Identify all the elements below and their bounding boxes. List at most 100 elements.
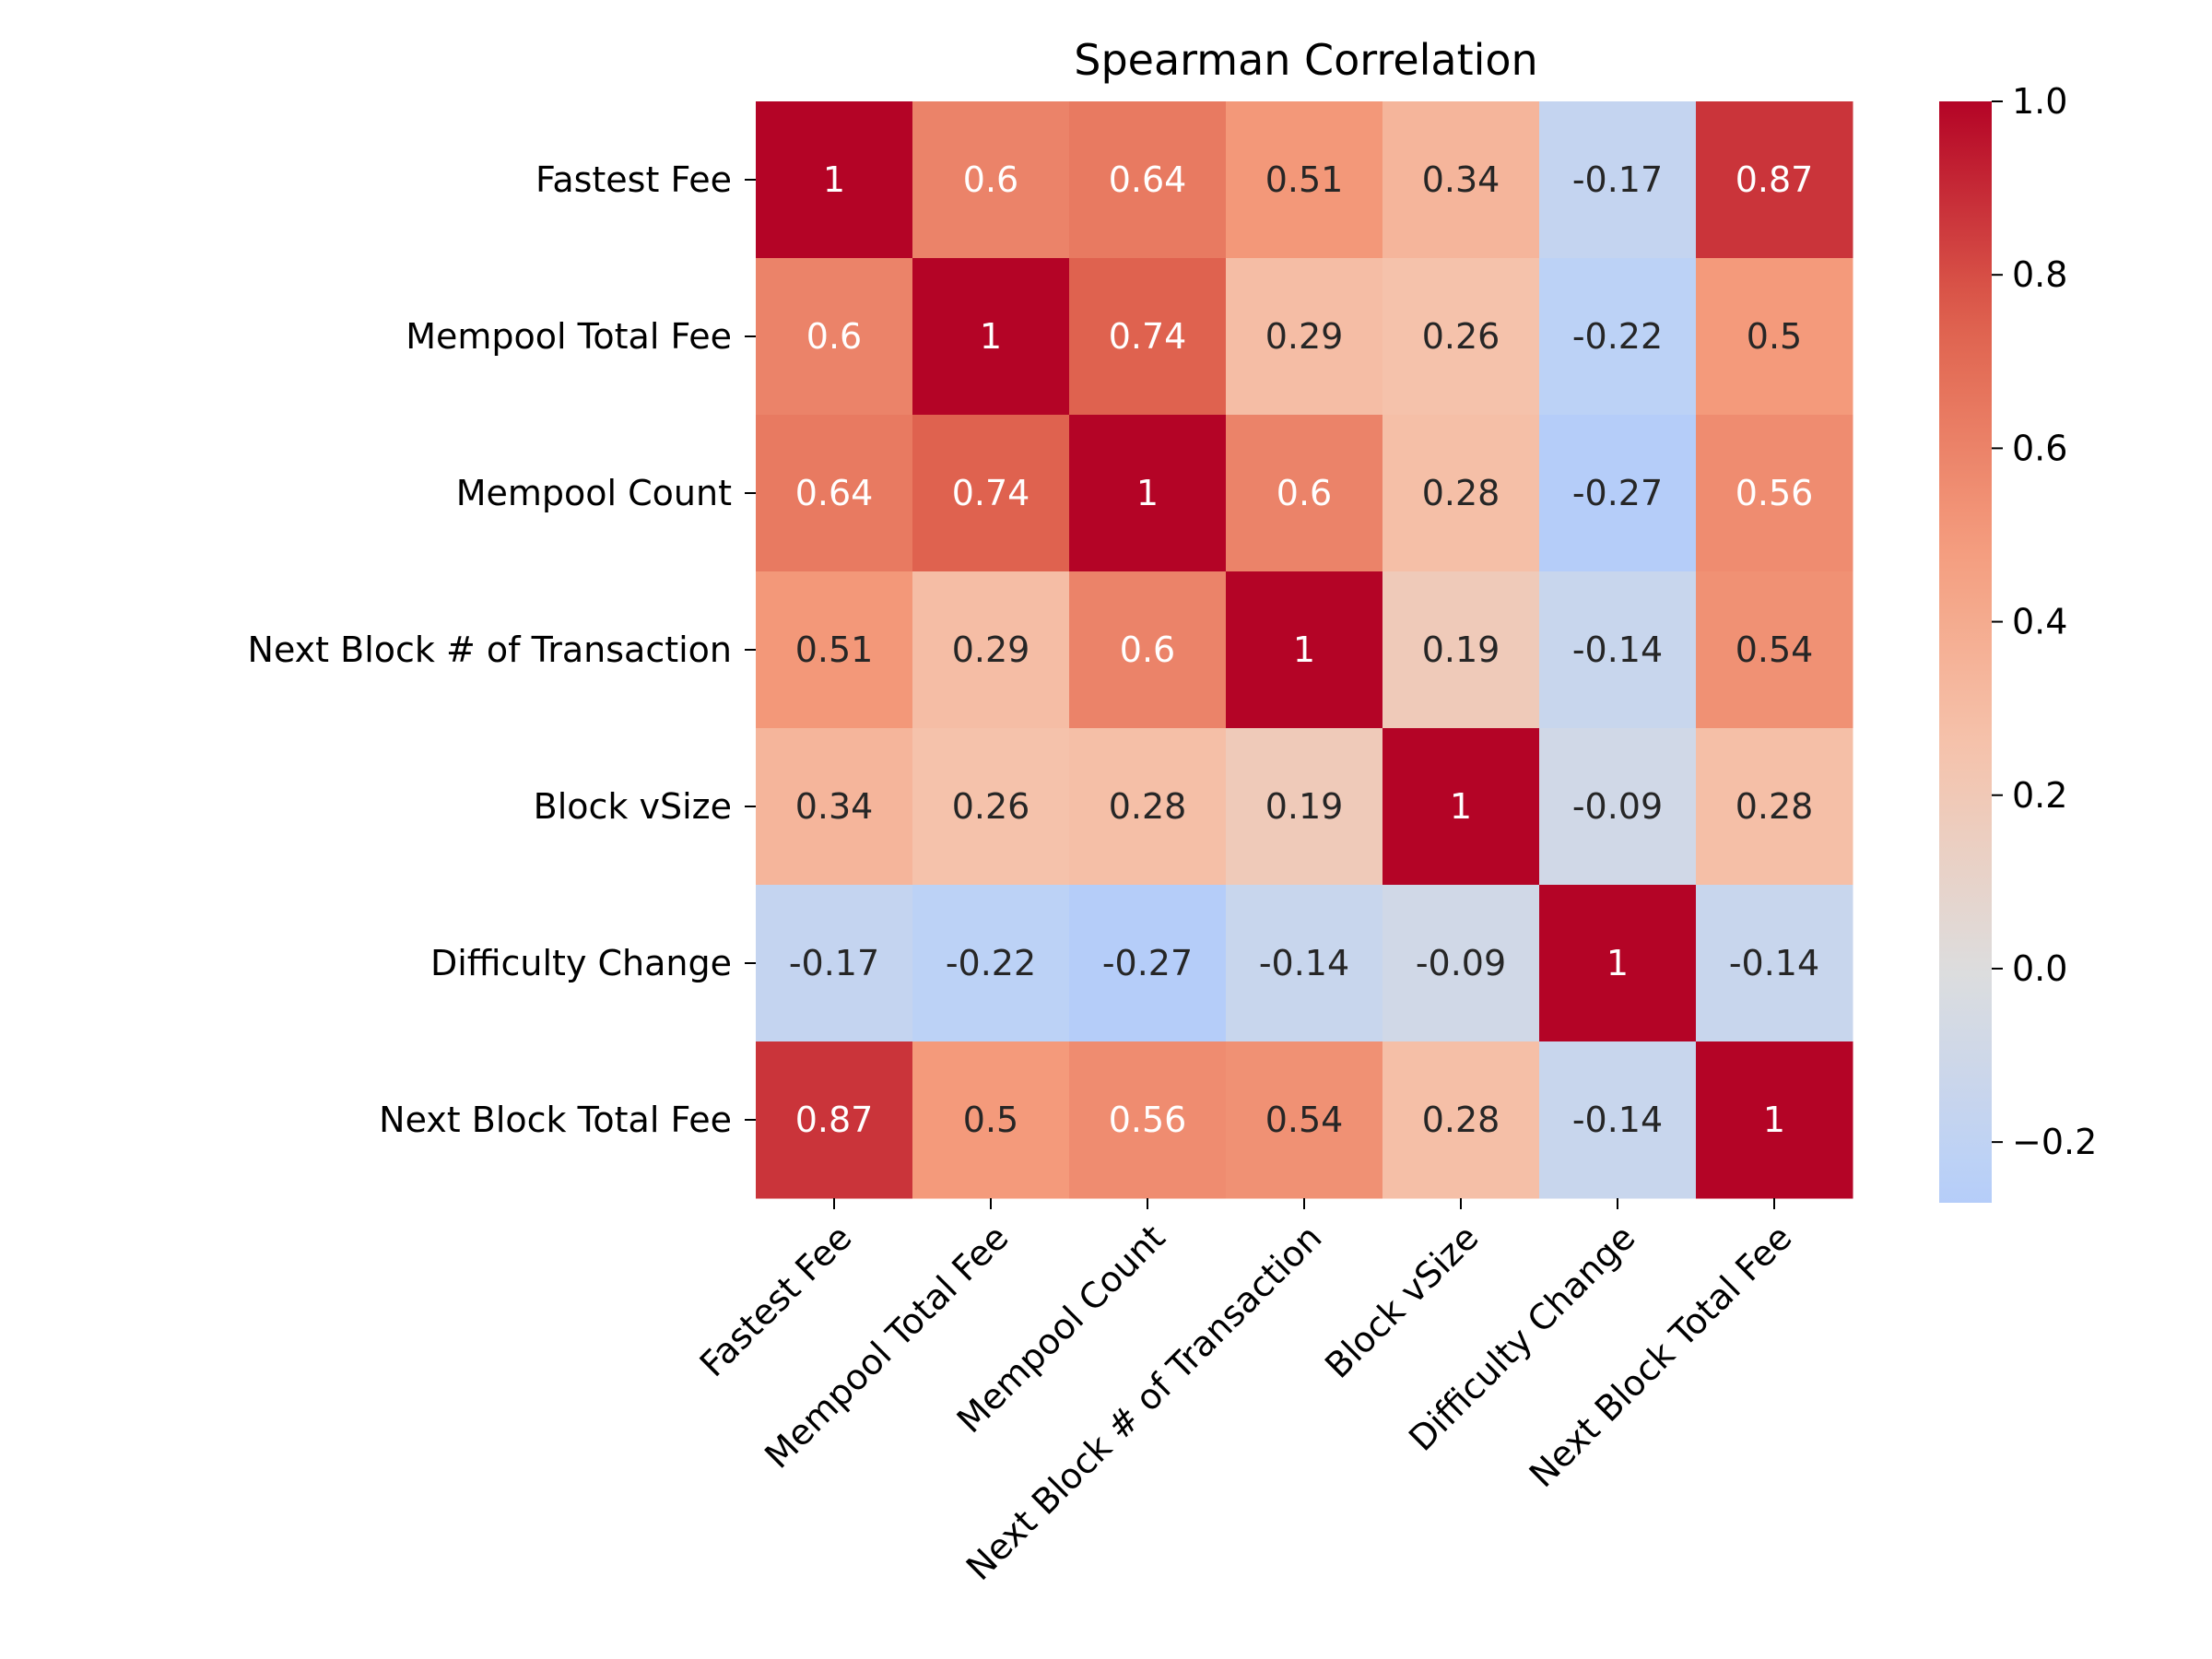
heatmap-cell (1382, 571, 1540, 729)
heatmap-cell (912, 101, 1070, 259)
cell-value-label: 1 (1450, 786, 1472, 827)
heatmap-cell (912, 1041, 1070, 1199)
heatmap-cell (1539, 728, 1697, 886)
heatmap-cell (912, 415, 1070, 572)
cell-value-label: -0.14 (1259, 943, 1349, 983)
heatmap-cell (1382, 885, 1540, 1042)
cell-value-label: -0.27 (1572, 473, 1663, 513)
heatmap-cell (1539, 885, 1697, 1042)
heatmap-cell (1696, 728, 1853, 886)
heatmap-cell (1069, 571, 1227, 729)
cell-value-label: 0.87 (795, 1100, 874, 1140)
heatmap-cell (756, 101, 913, 259)
heatmap-cell (1539, 415, 1697, 572)
cell-value-label: 0.64 (795, 473, 874, 513)
colorbar-tick-label: 1.0 (2012, 81, 2067, 122)
cell-value-label: 1 (980, 316, 1002, 357)
cell-value-label: 0.74 (952, 473, 1030, 513)
heatmap-cell (912, 571, 1070, 729)
heatmap-cell (1226, 1041, 1383, 1199)
cell-value-label: -0.22 (1572, 316, 1663, 357)
y-tick-label: Fastest Fee (535, 159, 732, 200)
heatmap-cell (1539, 101, 1697, 259)
cell-value-label: 0.54 (1735, 629, 1814, 670)
colorbar-tick-label: −0.2 (2012, 1122, 2097, 1162)
heatmap-cell (1069, 101, 1227, 259)
heatmap-cell (1539, 258, 1697, 416)
heatmap-cell (756, 885, 913, 1042)
heatmap-cell (1226, 885, 1383, 1042)
heatmap-cell (756, 571, 913, 729)
x-tick-label: Fastest Fee (692, 1217, 860, 1384)
heatmap-cell (1069, 1041, 1227, 1199)
colorbar-tick-label: 0.6 (2012, 428, 2067, 468)
cell-value-label: 0.6 (963, 159, 1018, 200)
colorbar-tick-label: 0.0 (2012, 948, 2067, 989)
x-tick-label: Block vSize (1317, 1217, 1486, 1385)
heatmap-cell (912, 258, 1070, 416)
colorbar-tick-label: 0.4 (2012, 602, 2067, 642)
cell-value-label: 0.28 (1422, 1100, 1500, 1140)
row-labels: Fastest Fee Mempool Total Fee Mempool Coun… (248, 159, 756, 1140)
heatmap-cell (1696, 885, 1853, 1042)
cell-value-label: -0.22 (946, 943, 1036, 983)
cell-value-label: -0.17 (1572, 159, 1663, 200)
heatmap-cell (1382, 258, 1540, 416)
cell-value-label: 0.19 (1422, 629, 1500, 670)
heatmap-cell (1382, 415, 1540, 572)
cell-value-label: 0.6 (1277, 473, 1332, 513)
cell-value-label: 0.29 (952, 629, 1030, 670)
cell-value-label: 0.51 (795, 629, 874, 670)
heatmap-cell (1226, 101, 1383, 259)
cell-value-label: 0.28 (1735, 786, 1814, 827)
heatmap-cell (756, 1041, 913, 1199)
heatmap-cell (1226, 415, 1383, 572)
cell-value-label: -0.14 (1572, 1100, 1663, 1140)
cell-value-label: 1 (1293, 629, 1315, 670)
heatmap-cell (1696, 258, 1853, 416)
heatmap-cells (756, 101, 1853, 1199)
heatmap-cell (1069, 415, 1227, 572)
heatmap-cell (1539, 571, 1697, 729)
colorbar-tick-label: 0.8 (2012, 254, 2067, 295)
cell-value-label: -0.14 (1729, 943, 1819, 983)
y-tick-label: Block vSize (534, 786, 732, 827)
cell-value-label: 0.87 (1735, 159, 1814, 200)
cell-value-label: -0.09 (1572, 786, 1663, 827)
cell-value-label: 1 (1763, 1100, 1785, 1140)
cell-value-label: 0.19 (1265, 786, 1344, 827)
heatmap-cell (1069, 728, 1227, 886)
colorbar-tick-label: 0.2 (2012, 775, 2067, 816)
heatmap-cell (1382, 101, 1540, 259)
cell-value-label: 1 (1136, 473, 1159, 513)
heatmap-cell (912, 885, 1070, 1042)
cell-value-label: 0.74 (1109, 316, 1187, 357)
cell-value-label: 0.28 (1109, 786, 1187, 827)
cell-value-label: 0.26 (952, 786, 1030, 827)
cell-annotations: 1 0.6 0.64 0.51 0.34 -0.17 0.870.6 1 0.74 0.29 0.2… (789, 159, 1819, 1140)
heatmap-cell (1226, 571, 1383, 729)
cell-value-label: -0.09 (1416, 943, 1506, 983)
colorbar: 1.0 0.8 0.6 0.4 0.2 0.0 −0.2 (1939, 81, 2097, 1203)
cell-value-label: 0.5 (963, 1100, 1018, 1140)
heatmap-cell (1696, 415, 1853, 572)
cell-value-label: 0.34 (1422, 159, 1500, 200)
heatmap-cell (1382, 728, 1540, 886)
cell-value-label: 0.6 (1120, 629, 1175, 670)
cell-value-label: 0.34 (795, 786, 874, 827)
cell-value-label: 0.28 (1422, 473, 1500, 513)
y-tick-label: Next Block Total Fee (379, 1100, 732, 1140)
cell-value-label: -0.17 (789, 943, 879, 983)
heatmap-cell (1226, 728, 1383, 886)
heatmap-cell (1069, 885, 1227, 1042)
x-tick-label: Next Block Total Fee (1522, 1217, 1800, 1495)
cell-value-label: 1 (823, 159, 845, 200)
heatmap-cell (1696, 1041, 1853, 1199)
y-tick-label: Mempool Count (456, 473, 732, 513)
cell-value-label: 0.56 (1735, 473, 1814, 513)
heatmap-cell (756, 258, 913, 416)
y-tick-label: Difficulty Change (430, 943, 732, 983)
heatmap-cell (756, 415, 913, 572)
cell-value-label: 1 (1606, 943, 1629, 983)
